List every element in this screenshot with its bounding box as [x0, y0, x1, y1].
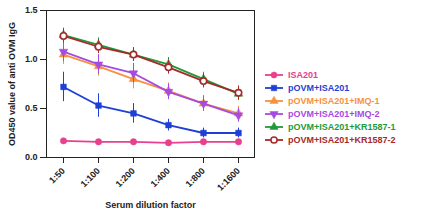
- svg-text:0.5: 0.5: [25, 103, 38, 113]
- svg-text:1.0: 1.0: [25, 54, 38, 64]
- svg-text:1.5: 1.5: [25, 5, 38, 15]
- html-text:ISA201: ISA201: [288, 69, 318, 80]
- svg-text:1:200: 1:200: [114, 166, 137, 189]
- svg-text:1:100: 1:100: [79, 166, 102, 189]
- html-text:pOVM+ISA201+KR1587-2: pOVM+ISA201+KR1587-2: [288, 134, 396, 145]
- svg-text:0.0: 0.0: [25, 152, 38, 162]
- svg-text:Serum dilution factor: Serum dilution factor: [105, 200, 196, 210]
- svg-text:OD450 value of anti OVM IgG: OD450 value of anti OVM IgG: [7, 22, 17, 146]
- html-text:pOVM+ISA201+KR1587-1: pOVM+ISA201+KR1587-1: [288, 121, 396, 132]
- svg-text:1:1600: 1:1600: [215, 166, 242, 193]
- svg-text:1:800: 1:800: [184, 166, 207, 189]
- html-text:pOVM+ISA201+IMQ-1: pOVM+ISA201+IMQ-1: [288, 95, 380, 106]
- html-text:pOVM+ISA201: pOVM+ISA201: [288, 82, 350, 93]
- html-text:pOVM+ISA201+IMQ-2: pOVM+ISA201+IMQ-2: [288, 108, 380, 119]
- svg-text:1:400: 1:400: [149, 166, 172, 189]
- svg-text:1:50: 1:50: [47, 166, 67, 186]
